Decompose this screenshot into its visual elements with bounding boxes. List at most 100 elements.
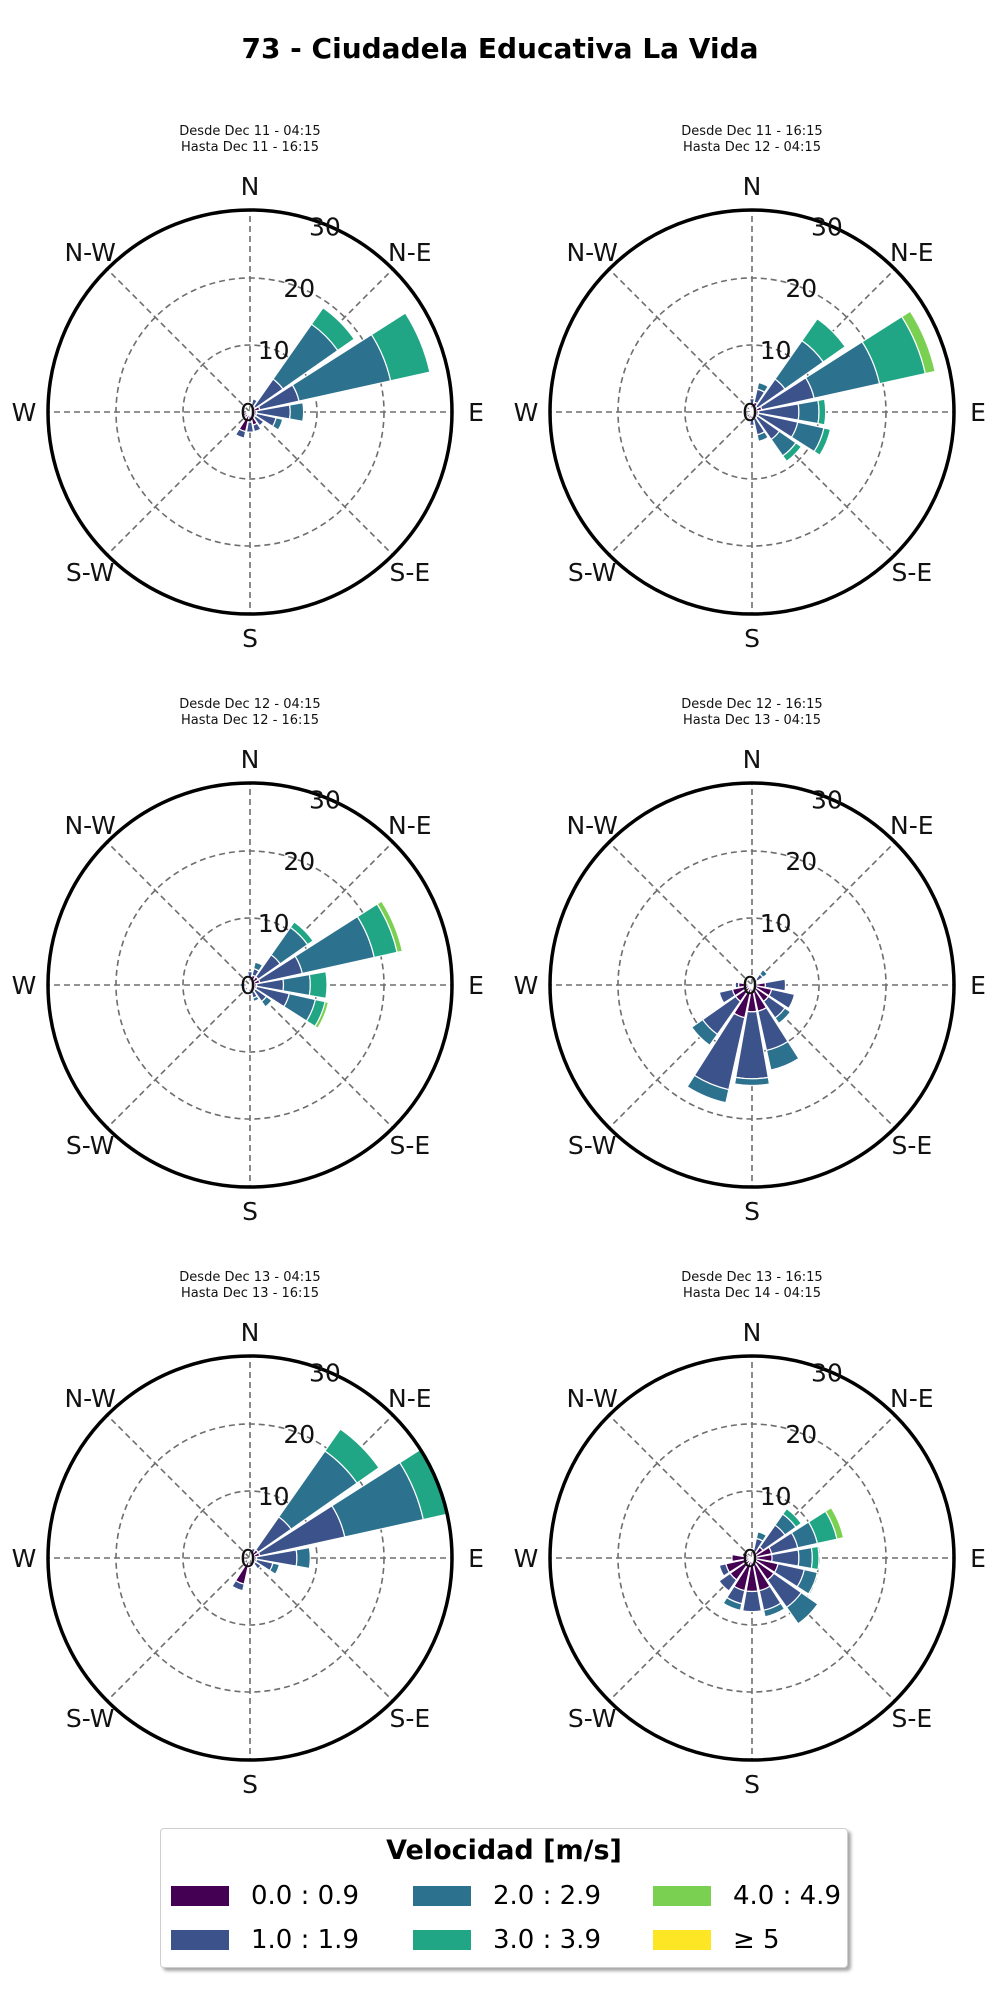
compass-label: N-E	[388, 811, 432, 840]
grid-spoke	[106, 268, 251, 413]
grid-ring	[182, 344, 318, 480]
compass-label: N	[743, 745, 762, 774]
grid-spoke	[106, 411, 251, 556]
rose-bar-segment	[764, 978, 787, 992]
grid-spoke	[608, 841, 753, 986]
rose-bar-segment	[733, 1076, 771, 1087]
compass-label: S	[744, 624, 760, 653]
legend-label: ≥ 5	[733, 1925, 780, 1955]
compass-label: W	[514, 971, 539, 1000]
rose-bar-segment	[748, 417, 756, 427]
compass-label: N	[241, 745, 260, 774]
rose-bar-segment	[722, 1596, 743, 1612]
radial-tick-label: 20	[785, 1420, 817, 1449]
rose-subtitle-desde: Desde Dec 11 - 04:15	[179, 124, 320, 139]
rose-bar-segment	[765, 1040, 800, 1071]
rose-bar-segment	[817, 398, 827, 426]
radial-tick-label: 0	[742, 398, 758, 427]
compass-label: N-W	[566, 811, 617, 840]
rose-outer-circle	[548, 208, 956, 616]
grid-spoke	[106, 841, 251, 986]
rose-bar-segment	[824, 1506, 845, 1540]
radial-tick-label: 10	[760, 336, 792, 365]
compass-label: W	[514, 398, 539, 427]
legend-swatch	[171, 1930, 229, 1950]
rose-subtitle-hasta: Hasta Dec 12 - 16:15	[181, 713, 319, 728]
legend-swatch	[413, 1886, 471, 1906]
rose-bar-segment	[308, 970, 328, 1000]
rose-bar-segment	[718, 1572, 738, 1592]
compass-label: N	[743, 172, 762, 201]
rose-bar-segment	[282, 973, 311, 997]
compass-label: S	[744, 1197, 760, 1226]
radial-tick-label: 10	[258, 909, 290, 938]
rose-bar-segment	[246, 410, 251, 414]
rose-bar-segment	[246, 1557, 251, 1562]
radial-tick-label: 0	[742, 1544, 758, 1573]
rose-bar-segment	[370, 312, 431, 382]
rose-bar-segment	[756, 430, 770, 443]
legend-item-bin-1: 1.0 : 1.9	[171, 1923, 359, 1957]
rose-bar-segment	[731, 1553, 753, 1563]
grid-spoke	[249, 984, 394, 1129]
rose-subtitle-hasta: Hasta Dec 12 - 04:15	[683, 140, 821, 155]
rose-bar-segment	[376, 900, 404, 954]
radial-tick-label: 20	[283, 274, 315, 303]
compass-label: N-W	[566, 1384, 617, 1413]
rose-bar-segment	[324, 1428, 380, 1484]
rose-subtitle-desde: Desde Dec 13 - 16:15	[681, 1270, 822, 1285]
rose-bar-segment	[289, 921, 314, 946]
grid-spoke	[106, 984, 251, 1129]
rose-bar-segment	[741, 1551, 753, 1559]
legend-item-bin-5: ≥ 5	[653, 1923, 780, 1957]
rose-bar-segment	[288, 401, 305, 423]
rose-bar-segment	[813, 427, 832, 457]
radial-tick-label: 30	[811, 212, 843, 241]
rose-bar-segment	[253, 415, 265, 427]
radial-tick-label: 30	[811, 785, 843, 814]
compass-label: W	[12, 971, 37, 1000]
rose-bar-segment	[781, 441, 803, 463]
rose-bar-segment	[801, 317, 847, 363]
rose-subtitle-hasta: Hasta Dec 13 - 16:15	[181, 1286, 319, 1301]
rose-outer-circle	[548, 781, 956, 1189]
grid-spoke	[106, 1414, 251, 1559]
legend-label: 2.0 : 2.9	[493, 1881, 601, 1911]
compass-label: N-W	[566, 238, 617, 267]
rose-bar-segment	[248, 987, 252, 993]
compass-label: S-W	[568, 558, 617, 587]
rose-bar-segment	[774, 1007, 792, 1025]
rose-bar-segment	[744, 412, 750, 417]
legend-item-bin-3: 3.0 : 3.9	[413, 1923, 601, 1957]
rose-outer-circle	[46, 208, 454, 616]
rose-bar-segment	[781, 1507, 803, 1529]
radial-tick-label: 10	[760, 1482, 792, 1511]
grid-ring	[182, 1490, 318, 1626]
rose-subtitle-desde: Desde Dec 12 - 04:15	[179, 697, 320, 712]
legend: Velocidad [m/s] 0.0 : 0.9 1.0 : 1.9 2.0 …	[160, 1828, 848, 1968]
compass-label: E	[468, 971, 484, 1000]
compass-label: S-E	[389, 558, 430, 587]
compass-label: E	[970, 971, 986, 1000]
compass-label: S-E	[891, 1131, 932, 1160]
radial-tick-label: 10	[760, 909, 792, 938]
rose-bar-segment	[768, 988, 796, 1010]
rose-bar-segment	[718, 1563, 731, 1577]
legend-item-bin-4: 4.0 : 4.9	[653, 1879, 841, 1913]
rose-bar-segment	[242, 411, 251, 417]
legend-item-bin-2: 2.0 : 2.9	[413, 1879, 601, 1913]
rose-bar-segment	[231, 1579, 245, 1592]
radial-tick-label: 0	[240, 971, 256, 1000]
rose-bar-segment	[268, 1562, 281, 1576]
rose-bar-segment	[756, 381, 770, 394]
page-title: 73 - Ciudadela Educativa La Vida	[241, 32, 759, 65]
legend-label: 3.0 : 3.9	[493, 1925, 601, 1955]
rose-bar-segment	[252, 995, 260, 1003]
compass-label: S-W	[66, 558, 115, 587]
compass-label: S	[744, 1770, 760, 1799]
compass-label: N	[241, 172, 260, 201]
